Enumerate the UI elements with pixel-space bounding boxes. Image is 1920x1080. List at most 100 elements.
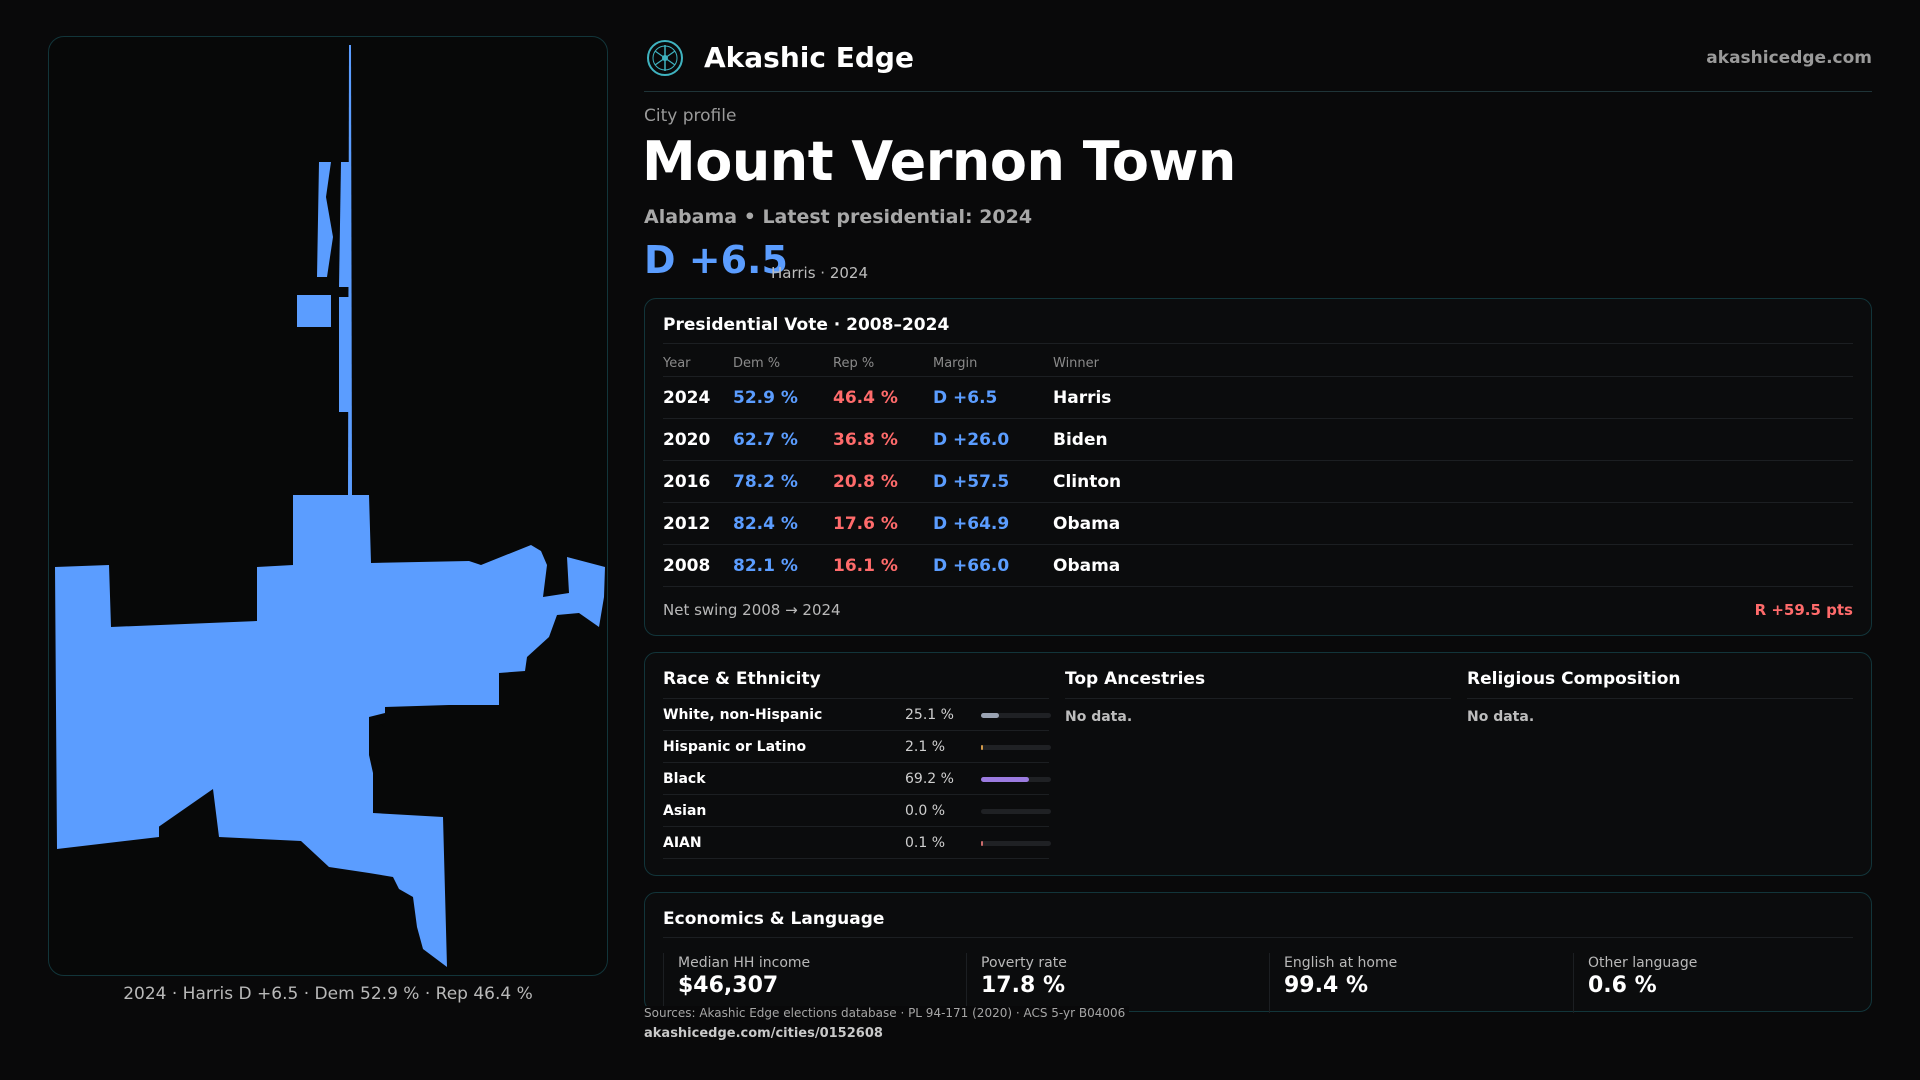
table-row: 2024 52.9 % 46.4 % D +6.5 Harris [663, 377, 1853, 419]
race-row: Asian 0.0 % [663, 795, 1051, 827]
vote-card-title: Presidential Vote · 2008–2024 [663, 315, 950, 335]
race-bar-fill [981, 745, 983, 750]
column-header-rep: Rep % [833, 356, 875, 371]
stat-poverty-rate: Poverty rate 17.8 % [966, 953, 1256, 1013]
stat-other-language: Other language 0.6 % [1573, 953, 1863, 1013]
year-cell: 2008 [663, 556, 711, 576]
race-section-title: Race & Ethnicity [663, 669, 1049, 699]
winner-cell: Obama [1053, 514, 1121, 534]
column-header-year: Year [663, 356, 691, 371]
race-label: AIAN [663, 835, 702, 851]
column-header-margin: Margin [933, 356, 978, 371]
race-percent: 69.2 % [905, 771, 954, 787]
stat-english-at-home: English at home 99.4 % [1269, 953, 1559, 1013]
table-row: 2008 82.1 % 16.1 % D +66.0 Obama [663, 545, 1853, 587]
race-bar-track [981, 745, 1051, 750]
rep-cell: 46.4 % [833, 388, 898, 408]
rep-cell: 17.6 % [833, 514, 898, 534]
margin-cell: D +26.0 [933, 430, 1010, 450]
latest-margin-note: Harris · 2024 [771, 264, 869, 282]
column-header-winner: Winner [1053, 356, 1100, 371]
winner-cell: Obama [1053, 556, 1121, 576]
dem-cell: 52.9 % [733, 388, 798, 408]
table-row: 2016 78.2 % 20.8 % D +57.5 Clinton [663, 461, 1853, 503]
race-bar-fill [981, 841, 983, 846]
religion-section-title: Religious Composition [1467, 669, 1853, 699]
year-cell: 2020 [663, 430, 711, 450]
winner-cell: Harris [1053, 388, 1112, 408]
latest-margin: D +6.5 [644, 238, 788, 282]
stat-label: Poverty rate [981, 955, 1067, 971]
race-row: Black 69.2 % [663, 763, 1051, 795]
rep-cell: 36.8 % [833, 430, 898, 450]
race-bar-track [981, 713, 1051, 718]
race-label: Asian [663, 803, 707, 819]
table-row: 2020 62.7 % 36.8 % D +26.0 Biden [663, 419, 1853, 461]
race-percent: 0.0 % [905, 803, 946, 819]
table-row: 2012 82.4 % 17.6 % D +64.9 Obama [663, 503, 1853, 545]
margin-cell: D +57.5 [933, 472, 1010, 492]
race-label: Black [663, 771, 706, 787]
divider [663, 343, 1853, 344]
stat-median-income: Median HH income $46,307 [663, 953, 953, 1013]
margin-cell: D +66.0 [933, 556, 1010, 576]
year-cell: 2016 [663, 472, 711, 492]
race-bar-track [981, 841, 1051, 846]
race-percent: 25.1 % [905, 707, 954, 723]
race-bar-track [981, 777, 1051, 782]
stat-value: 99.4 % [1284, 973, 1368, 998]
city-shape [55, 45, 605, 967]
stat-label: Median HH income [678, 955, 811, 971]
winner-cell: Clinton [1053, 472, 1122, 492]
ancestries-section-title: Top Ancestries [1065, 669, 1451, 699]
race-row: Hispanic or Latino 2.1 % [663, 731, 1051, 763]
winner-cell: Biden [1053, 430, 1108, 450]
year-cell: 2012 [663, 514, 711, 534]
dem-cell: 82.4 % [733, 514, 798, 534]
margin-cell: D +6.5 [933, 388, 998, 408]
tree-of-life-icon[interactable] [646, 39, 684, 77]
demographics-card: Race & Ethnicity White, non-Hispanic 25.1… [644, 652, 1872, 876]
dem-cell: 82.1 % [733, 556, 798, 576]
religion-section: Religious Composition No data. [1467, 669, 1853, 725]
race-bar-fill [981, 777, 1030, 782]
economics-card: Economics & Language Median HH income $4… [644, 892, 1872, 1013]
stat-label: English at home [1284, 955, 1398, 971]
rep-cell: 16.1 % [833, 556, 898, 576]
table-header-row: Year Dem % Rep % Margin Winner [663, 347, 1853, 377]
economics-card-title: Economics & Language [663, 909, 885, 929]
dem-cell: 78.2 % [733, 472, 798, 492]
year-cell: 2024 [663, 388, 711, 408]
divider [663, 937, 1853, 938]
race-ethnicity-section: Race & Ethnicity White, non-Hispanic 25.1… [663, 669, 1051, 859]
stat-value: 0.6 % [1588, 973, 1657, 998]
race-label: White, non-Hispanic [663, 707, 823, 723]
site-header: Akashic Edge akashicedge.com [644, 36, 1872, 92]
city-boundary-map [48, 36, 608, 976]
race-row: AIAN 0.1 % [663, 827, 1051, 859]
stat-value: $46,307 [678, 973, 779, 998]
page-subtitle: Alabama • Latest presidential: 2024 [644, 206, 1033, 228]
race-bar-track [981, 809, 1051, 814]
ancestries-section: Top Ancestries No data. [1065, 669, 1451, 725]
vote-table: Year Dem % Rep % Margin Winner 2024 52.9… [663, 347, 1853, 587]
ancestries-empty-text: No data. [1065, 709, 1133, 725]
race-bar-fill [981, 713, 999, 718]
site-domain-link[interactable]: akashicedge.com [1706, 48, 1872, 68]
net-swing-label: Net swing 2008 → 2024 [663, 601, 841, 619]
race-row: White, non-Hispanic 25.1 % [663, 699, 1051, 731]
rep-cell: 20.8 % [833, 472, 898, 492]
race-percent: 2.1 % [905, 739, 946, 755]
page-eyebrow: City profile [644, 106, 737, 126]
race-label: Hispanic or Latino [663, 739, 807, 755]
stat-value: 17.8 % [981, 973, 1065, 998]
sources-note: Sources: Akashic Edge elections database… [644, 1006, 1130, 1020]
net-swing-value: R +59.5 pts [1754, 601, 1853, 619]
brand-name[interactable]: Akashic Edge [704, 41, 914, 74]
page-title: Mount Vernon Town [642, 130, 1236, 193]
page-url-link[interactable]: akashicedge.com/cities/0152608 [644, 1026, 883, 1041]
race-percent: 0.1 % [905, 835, 946, 851]
column-header-dem: Dem % [733, 356, 781, 371]
stat-label: Other language [1588, 955, 1698, 971]
margin-cell: D +64.9 [933, 514, 1010, 534]
